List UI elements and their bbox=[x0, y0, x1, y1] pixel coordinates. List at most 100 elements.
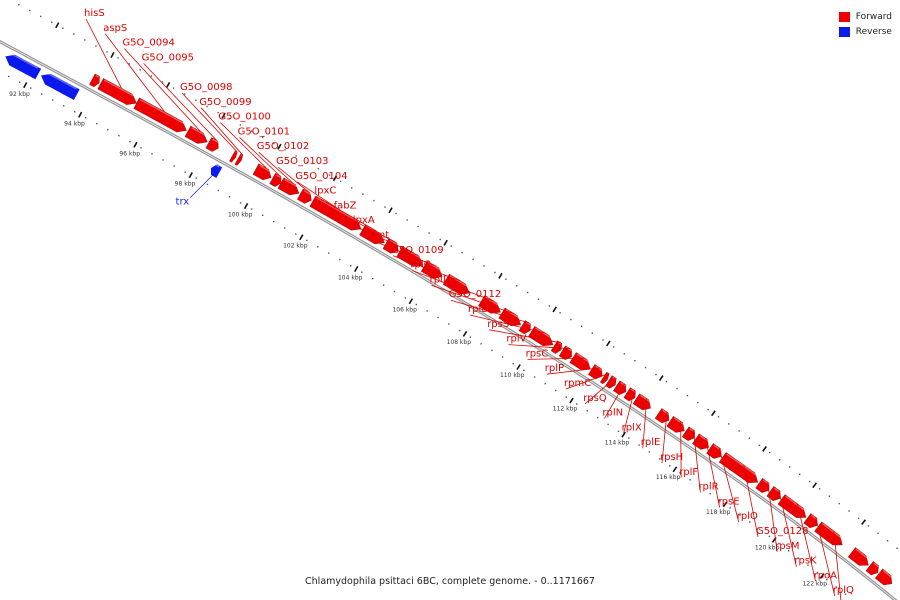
ruler-dot bbox=[644, 366, 647, 369]
gene-label-rpsK: rpsK bbox=[794, 556, 817, 567]
ruler-dot bbox=[284, 149, 286, 151]
gene-label-fmt: fmt bbox=[372, 230, 389, 241]
gene-label-G5O_0104: G5O_0104 bbox=[295, 171, 347, 182]
gene-rpsK bbox=[766, 486, 781, 502]
gene-unlabeled-44 bbox=[847, 547, 869, 566]
gene-unlabeled-0 bbox=[5, 54, 42, 80]
gene-label-rpsM: rpsM bbox=[775, 541, 799, 552]
ruler-dot bbox=[63, 105, 65, 107]
gene-highlight bbox=[773, 487, 782, 494]
ruler-dot bbox=[728, 423, 730, 425]
ruler-dot bbox=[362, 193, 364, 195]
gene-label-rpsQ: rpsQ bbox=[583, 393, 607, 404]
gene-highlight bbox=[662, 409, 670, 416]
gene-highlight bbox=[726, 453, 759, 478]
ruler-major-tick bbox=[277, 143, 282, 150]
ruler-major-tick bbox=[762, 446, 767, 452]
ruler-dot bbox=[838, 502, 840, 505]
gene-lpxA bbox=[396, 246, 424, 267]
ruler-dot bbox=[480, 343, 482, 345]
leader-line bbox=[296, 181, 341, 211]
ruler-major-tick bbox=[658, 375, 664, 382]
ruler-tick-label: 108 kbp bbox=[447, 339, 472, 346]
ruler-major-tick bbox=[354, 266, 359, 272]
gene-label-rpsC: rpsC bbox=[526, 348, 549, 359]
gene-G5O_0112 bbox=[518, 320, 531, 335]
leader-line bbox=[239, 137, 280, 176]
gene-rplR bbox=[681, 426, 696, 441]
genome-caption: Chlamydophila psittaci 6BC, complete gen… bbox=[305, 576, 595, 587]
gene-label-rpsS: rpsS bbox=[487, 319, 509, 330]
ruler-dot bbox=[709, 493, 711, 495]
ruler-dot bbox=[84, 39, 86, 41]
gene-label-G5O_0101: G5O_0101 bbox=[238, 126, 290, 137]
ruler-dot bbox=[372, 277, 374, 280]
ruler-dot bbox=[172, 87, 175, 89]
ruler-dot bbox=[151, 153, 153, 155]
ruler-dot bbox=[494, 271, 496, 274]
ruler-dot bbox=[461, 252, 463, 254]
ruler-dot bbox=[404, 297, 407, 299]
ruler-dot bbox=[602, 339, 604, 341]
gene-label-rpoA: rpoA bbox=[814, 570, 838, 581]
ruler-dot bbox=[697, 401, 699, 404]
ruler-dot bbox=[195, 177, 197, 179]
gene-highlight bbox=[762, 479, 770, 486]
leader-line bbox=[565, 373, 609, 390]
ruler-dot bbox=[818, 488, 821, 490]
ruler-dot bbox=[415, 303, 417, 306]
gene-highlight bbox=[95, 74, 100, 78]
leader-line bbox=[335, 211, 396, 243]
ruler-dot bbox=[18, 4, 20, 6]
leader-line bbox=[604, 383, 625, 419]
ruler-dot bbox=[799, 473, 801, 475]
ruler-major-tick bbox=[408, 298, 414, 305]
ruler-dot bbox=[628, 437, 630, 439]
gene-highlight bbox=[620, 381, 627, 387]
ruler-dot bbox=[586, 410, 588, 412]
leader-line bbox=[258, 151, 294, 184]
ruler-dot bbox=[52, 99, 54, 101]
ruler-dot bbox=[273, 142, 275, 145]
ruler-dot bbox=[106, 51, 108, 53]
ruler-major-tick bbox=[672, 466, 678, 473]
ruler-dot bbox=[648, 451, 651, 453]
gene-hisS bbox=[97, 78, 137, 105]
ruler-dot bbox=[679, 472, 681, 474]
gene-gap bbox=[814, 521, 843, 546]
leader-line bbox=[743, 464, 759, 538]
gene-highlight bbox=[882, 569, 894, 579]
ruler-dot bbox=[617, 430, 620, 432]
ruler-dot bbox=[284, 227, 286, 229]
gene-highlight bbox=[103, 79, 137, 98]
gene-rplQ bbox=[803, 513, 818, 529]
ruler-major-tick bbox=[133, 141, 138, 148]
leader-line bbox=[124, 48, 201, 132]
gene-unlabeled-46 bbox=[874, 568, 893, 586]
ruler-tick-label: 122 kbp bbox=[803, 581, 828, 588]
ruler-dot bbox=[758, 444, 761, 446]
ruler-dot bbox=[844, 593, 847, 595]
ruler-dot bbox=[74, 111, 76, 113]
gene-highlight bbox=[873, 562, 880, 568]
ruler-dot bbox=[140, 147, 142, 149]
ruler-tick-label: 114 kbp bbox=[605, 440, 630, 447]
ruler-dot bbox=[437, 316, 439, 319]
ruler-dot bbox=[768, 451, 771, 454]
leader-line bbox=[680, 421, 682, 478]
gene-G5O_0095 bbox=[205, 137, 219, 152]
ruler-dot bbox=[655, 373, 657, 376]
ruler-dot bbox=[537, 298, 540, 300]
leader-line bbox=[767, 481, 778, 552]
legend-label-reverse: Reverse bbox=[855, 26, 892, 37]
ruler-major-tick bbox=[819, 573, 825, 579]
gene-highlight bbox=[699, 434, 710, 443]
leader-line bbox=[189, 175, 213, 198]
leader-line bbox=[833, 530, 842, 600]
ruler: 92 kbp 94 kbp 96 kbp 98 kbp 100 kbp 102 kbp 10… bbox=[8, 4, 898, 595]
gene-G5O_0128 bbox=[718, 452, 759, 483]
ruler-dot bbox=[350, 265, 352, 267]
gene-label-rplF: rplF bbox=[679, 467, 698, 478]
